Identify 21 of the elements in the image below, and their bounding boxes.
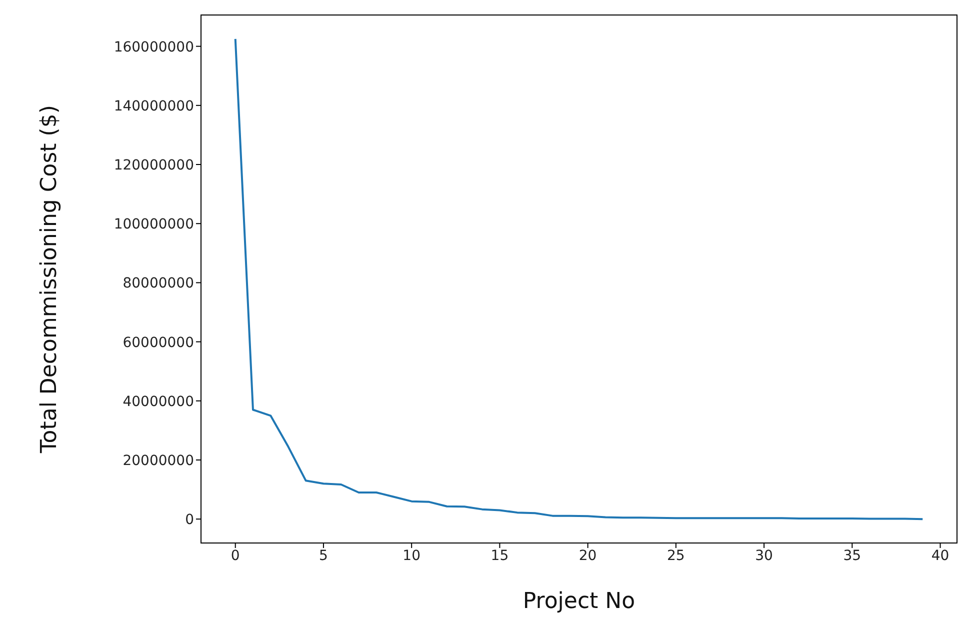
x-tick-label: 40	[931, 548, 950, 564]
x-tick-label: 20	[578, 548, 597, 564]
y-tick-label: 40000000	[122, 394, 194, 410]
x-tick-label: 0	[230, 548, 240, 564]
y-tick-label: 80000000	[122, 276, 194, 292]
y-axis-title: Total Decommissioning Cost ($)	[36, 105, 62, 454]
x-tick-label: 10	[402, 548, 420, 564]
x-axis-title: Project No	[522, 589, 636, 614]
x-tick-label: 30	[755, 548, 773, 564]
x-tick-label: 5	[319, 548, 328, 564]
y-tick-label: 120000000	[114, 157, 194, 174]
x-tick-label: 15	[490, 548, 509, 564]
x-tick-label: 35	[843, 548, 862, 564]
x-tick-label: 25	[667, 548, 685, 564]
y-tick-label: 140000000	[114, 98, 194, 114]
y-tick-label: 100000000	[114, 216, 194, 233]
y-tick-label: 20000000	[122, 452, 194, 469]
y-tick-label: 0	[185, 512, 194, 528]
y-tick-label: 160000000	[114, 39, 194, 56]
y-tick-label: 60000000	[122, 334, 194, 351]
line-series	[234, 38, 924, 520]
